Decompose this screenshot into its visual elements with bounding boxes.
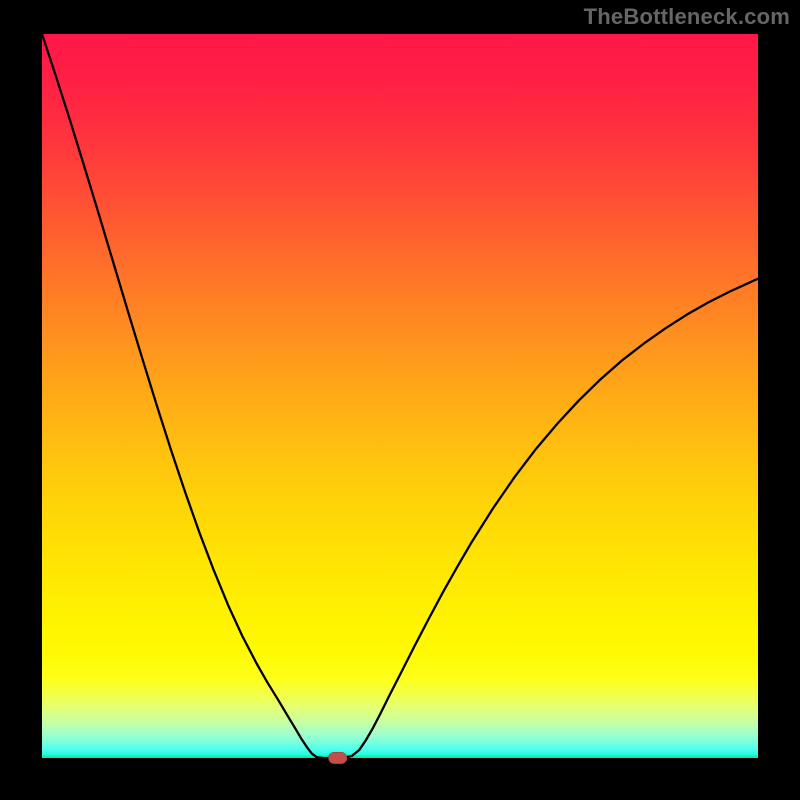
optimal-marker — [328, 752, 347, 764]
watermark-text: TheBottleneck.com — [584, 4, 790, 30]
plot-background — [42, 34, 758, 758]
bottleneck-chart — [0, 0, 800, 800]
